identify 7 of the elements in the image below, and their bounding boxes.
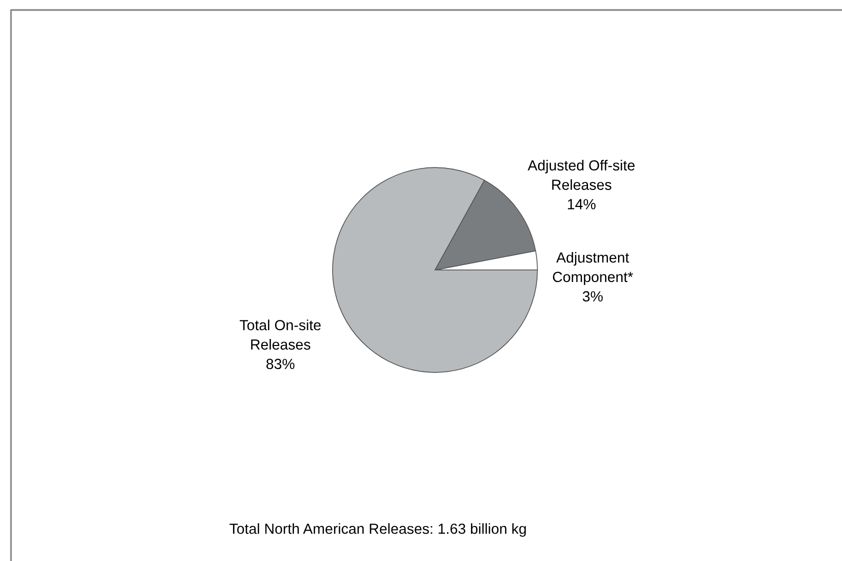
data-label: 83% xyxy=(266,358,294,370)
slice-label: Adjusted Off-site Releases xyxy=(528,160,635,190)
data-label: 3% xyxy=(582,291,603,302)
text: Total North American Releases: 1.63 billion kg xyxy=(230,523,526,537)
slice-label: Total On-site Releases xyxy=(240,320,321,350)
slice-label: Adjustment Component* xyxy=(552,252,634,285)
data-label: 14% xyxy=(568,199,596,210)
